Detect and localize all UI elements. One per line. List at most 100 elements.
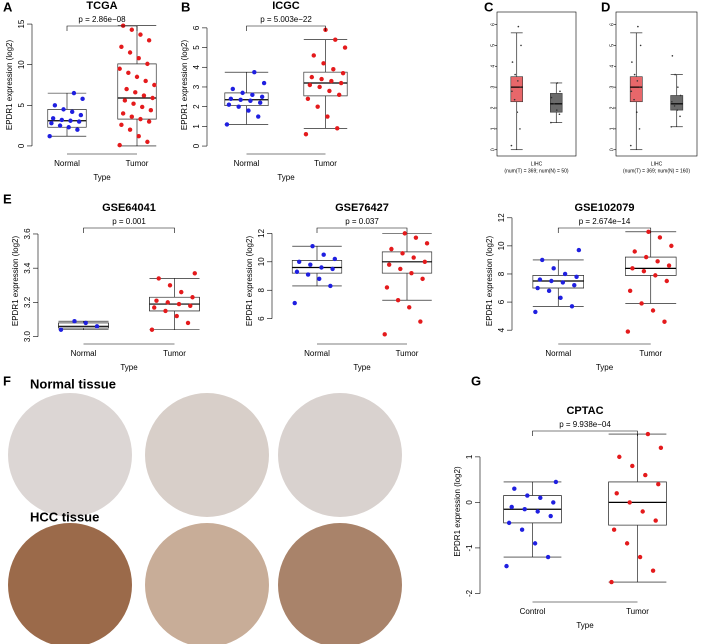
- point: [559, 90, 561, 93]
- point: [670, 125, 673, 128]
- point: [413, 235, 419, 240]
- point: [75, 127, 80, 132]
- bracket: [316, 227, 408, 233]
- point: [329, 78, 334, 84]
- point: [179, 289, 184, 295]
- point: [637, 25, 639, 28]
- point: [131, 101, 136, 106]
- x-tick-label: Tumor: [126, 159, 149, 168]
- point: [124, 86, 129, 92]
- point: [188, 303, 193, 308]
- y-tick-label: 3: [609, 86, 615, 89]
- point: [551, 266, 556, 271]
- y-tick-label: 4: [497, 327, 506, 332]
- tissue-core: [278, 523, 402, 644]
- box: [608, 481, 667, 526]
- point: [525, 493, 530, 498]
- point: [537, 277, 543, 282]
- point: [664, 278, 669, 284]
- point: [640, 509, 645, 514]
- point: [657, 235, 663, 240]
- panel-letter: D: [601, 0, 610, 14]
- point: [658, 445, 664, 450]
- point: [319, 265, 324, 270]
- point: [519, 527, 525, 532]
- point: [510, 144, 513, 147]
- point: [614, 491, 619, 496]
- point: [176, 301, 182, 307]
- bracket: [557, 227, 652, 233]
- y-tick-label: 4: [609, 65, 615, 68]
- point: [136, 133, 141, 139]
- point: [119, 44, 124, 50]
- point: [398, 266, 403, 272]
- point: [550, 96, 553, 99]
- point: [418, 319, 423, 324]
- point: [303, 132, 309, 137]
- point: [630, 90, 633, 93]
- point: [576, 247, 582, 253]
- point: [145, 61, 150, 67]
- x-axis-label: Type: [596, 363, 614, 372]
- panel-letter: C: [484, 0, 494, 14]
- point: [309, 74, 315, 80]
- point: [546, 288, 552, 294]
- y-tick-label: 5: [490, 44, 496, 47]
- point: [382, 332, 387, 337]
- point: [386, 262, 392, 267]
- y-tick-label: 4: [490, 65, 496, 68]
- point: [548, 513, 553, 519]
- point: [520, 44, 522, 47]
- point: [127, 127, 133, 132]
- point: [516, 111, 519, 113]
- point: [666, 263, 672, 268]
- note: LIHC: [651, 161, 663, 167]
- y-tick-label: 2: [609, 106, 615, 109]
- panel-letter: G: [471, 373, 481, 388]
- point: [512, 486, 517, 491]
- point: [402, 231, 407, 236]
- point: [252, 69, 257, 75]
- point: [228, 96, 234, 101]
- point: [340, 70, 346, 76]
- y-tick-label: 15: [17, 19, 26, 28]
- point: [154, 298, 159, 303]
- point: [569, 304, 575, 309]
- y-tick-label: 5: [17, 103, 26, 108]
- panel-letter: A: [3, 0, 13, 14]
- panel-letter: F: [3, 373, 11, 388]
- point: [307, 82, 313, 88]
- point: [257, 100, 263, 105]
- point: [384, 285, 390, 290]
- point: [236, 104, 241, 109]
- point: [58, 327, 64, 332]
- point: [315, 104, 320, 109]
- subnote: (num(T) = 369; num(N) = 50): [504, 168, 569, 174]
- y-axis-label: EPDR1 expression (log2): [485, 236, 494, 327]
- p-value: p = 2.86e−08: [78, 15, 126, 24]
- y-tick-label: 1: [609, 127, 615, 130]
- note: LIHC: [531, 161, 543, 167]
- point: [152, 305, 157, 310]
- chart-title: GSE64041: [102, 202, 156, 214]
- point: [335, 126, 340, 131]
- x-tick-label: Tumor: [639, 349, 662, 358]
- bracket: [66, 25, 138, 31]
- point: [66, 125, 71, 130]
- point: [535, 285, 540, 291]
- point: [624, 541, 630, 546]
- x-tick-label: Tumor: [396, 349, 419, 358]
- point: [643, 254, 649, 260]
- ihc-panel: F Normal tissue HCC tissue: [3, 373, 402, 644]
- y-tick-label: 6: [192, 25, 201, 30]
- point: [319, 76, 324, 82]
- point: [511, 61, 514, 63]
- point: [558, 113, 561, 116]
- y-axis-label: EPDR1 expression (log2): [11, 236, 20, 327]
- point: [551, 500, 556, 505]
- point: [133, 90, 138, 95]
- y-tick-label: 6: [497, 299, 506, 304]
- point: [145, 139, 150, 145]
- point: [129, 114, 135, 119]
- point: [504, 563, 509, 569]
